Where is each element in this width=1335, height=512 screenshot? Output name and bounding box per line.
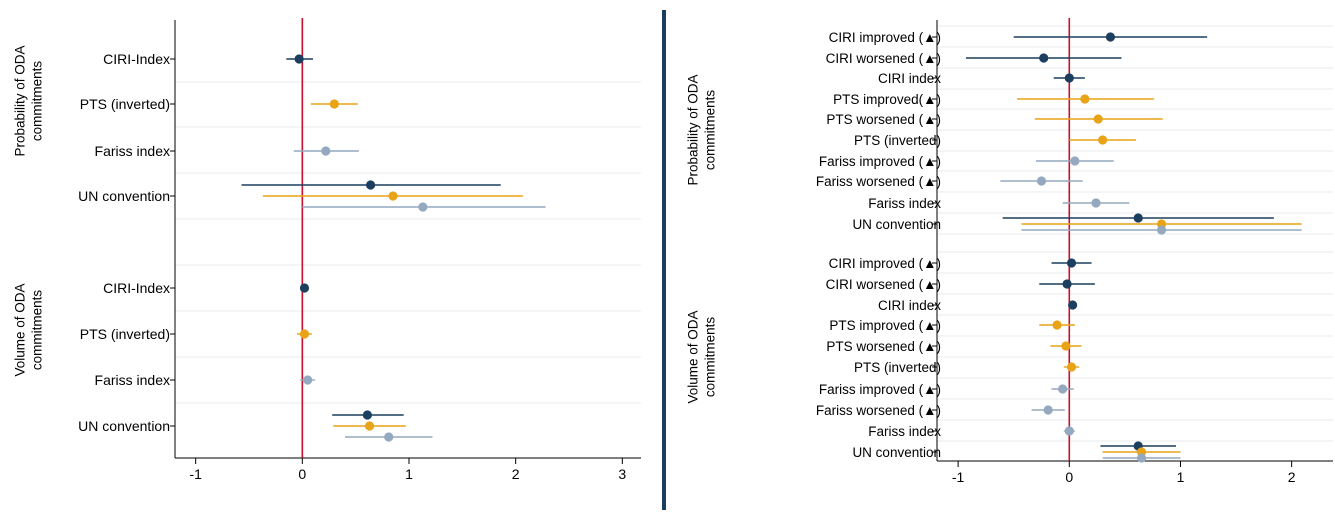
row-label: CIRI improved (▲): [829, 30, 941, 45]
point-estimate: [1058, 384, 1068, 394]
row-label: CIRI index: [878, 298, 941, 313]
row-label: CIRI worsened (▲): [826, 277, 941, 292]
group-label-line: commitments: [702, 317, 717, 398]
row-label: PTS (inverted): [80, 96, 170, 112]
x-tick-label: 1: [1177, 469, 1185, 485]
point-estimate: [1061, 341, 1071, 351]
row-label: Fariss index: [868, 196, 941, 211]
point-estimate: [1136, 453, 1147, 463]
point-estimate: [1064, 426, 1074, 436]
row-label: UN convention: [78, 418, 170, 434]
row-label: PTS (inverted): [80, 326, 170, 342]
row-label: UN convention: [852, 445, 941, 460]
point-estimate: [388, 191, 398, 201]
point-estimate: [1091, 198, 1101, 208]
point-estimate: [299, 329, 310, 339]
point-estimate: [1080, 94, 1090, 104]
point-estimate: [1036, 176, 1047, 186]
point-estimate: [299, 283, 310, 293]
row-label: CIRI-Index: [103, 51, 170, 67]
x-tick-label: 2: [512, 466, 520, 482]
row-label: CIRI worsened (▲): [826, 51, 941, 66]
row-label: PTS worsened (▲): [826, 339, 941, 354]
group-label: Volume of ODA commitments: [685, 310, 717, 403]
point-estimate: [1133, 213, 1143, 223]
group-label: Probability of ODA commitments: [685, 74, 717, 185]
row-label: Fariss index: [868, 424, 941, 439]
row-label: Fariss worsened (▲): [816, 174, 941, 189]
point-estimate: [1062, 279, 1072, 289]
group-label-line: commitments: [29, 290, 44, 371]
point-estimate: [303, 375, 313, 385]
row-label: UN convention: [852, 217, 941, 232]
row-label: PTS improved (▲): [829, 318, 941, 333]
x-tick-label: -1: [189, 466, 202, 482]
point-estimate: [1098, 135, 1108, 145]
x-tick-label: 3: [618, 466, 626, 482]
point-estimate: [362, 410, 372, 420]
point-estimate: [384, 432, 394, 442]
point-estimate: [1066, 362, 1077, 372]
point-estimate: [1068, 300, 1078, 310]
point-estimate: [1156, 225, 1167, 235]
point-estimate: [1064, 73, 1074, 83]
point-estimate: [1052, 320, 1062, 330]
row-label: Fariss index: [95, 143, 170, 159]
row-label: CIRI index: [878, 71, 941, 86]
row-label: Fariss index: [95, 372, 170, 388]
point-estimate: [418, 202, 428, 212]
coefficient-plot-panel-2: -1 0 1 2 CIRI improved (▲) CIRI worsened (▲) C…: [685, 18, 1333, 485]
point-estimate: [329, 99, 339, 109]
point-estimate: [1070, 156, 1080, 166]
coefficient-plot-panel-1: -1 0 1 2 3 CIRI-Index PTS (inverted) Fariss ind…: [12, 18, 641, 482]
row-label: UN convention: [78, 188, 170, 204]
row-label: PTS improved(▲): [833, 92, 941, 107]
group-label-line: Volume of ODA: [12, 283, 27, 376]
x-tick-label: 0: [1065, 469, 1073, 485]
row-label: Fariss improved (▲): [819, 382, 941, 397]
x-tick-label: -1: [952, 469, 965, 485]
group-label-line: commitments: [702, 90, 717, 171]
row-label: PTS (inverted): [854, 133, 941, 148]
row-label: Fariss improved (▲): [819, 154, 941, 169]
row-label: CIRI improved (▲): [829, 256, 941, 271]
point-estimate: [1105, 32, 1116, 42]
x-tick-label: 0: [298, 466, 306, 482]
point-estimate: [1039, 53, 1049, 63]
x-tick-label: 1: [405, 466, 413, 482]
group-label-line: commitments: [29, 61, 44, 142]
point-estimate: [1043, 405, 1053, 415]
row-label: Fariss worsened (▲): [816, 403, 941, 418]
row-label: CIRI-Index: [103, 280, 170, 296]
point-estimate: [1066, 258, 1077, 268]
point-estimate: [294, 54, 304, 64]
point-estimate: [321, 146, 331, 156]
point-estimate: [1093, 114, 1103, 124]
x-tick-label: 2: [1288, 469, 1296, 485]
group-label-line: Volume of ODA: [685, 310, 700, 403]
group-label: Probability of ODA commitments: [12, 45, 44, 156]
group-label-line: Probability of ODA: [12, 45, 27, 156]
group-label: Volume of ODA commitments: [12, 283, 44, 376]
point-estimate: [366, 180, 376, 190]
row-label: PTS worsened (▲): [826, 112, 941, 127]
row-label: PTS (inverted): [854, 360, 941, 375]
group-label-line: Probability of ODA: [685, 74, 700, 185]
point-estimate: [364, 421, 375, 431]
